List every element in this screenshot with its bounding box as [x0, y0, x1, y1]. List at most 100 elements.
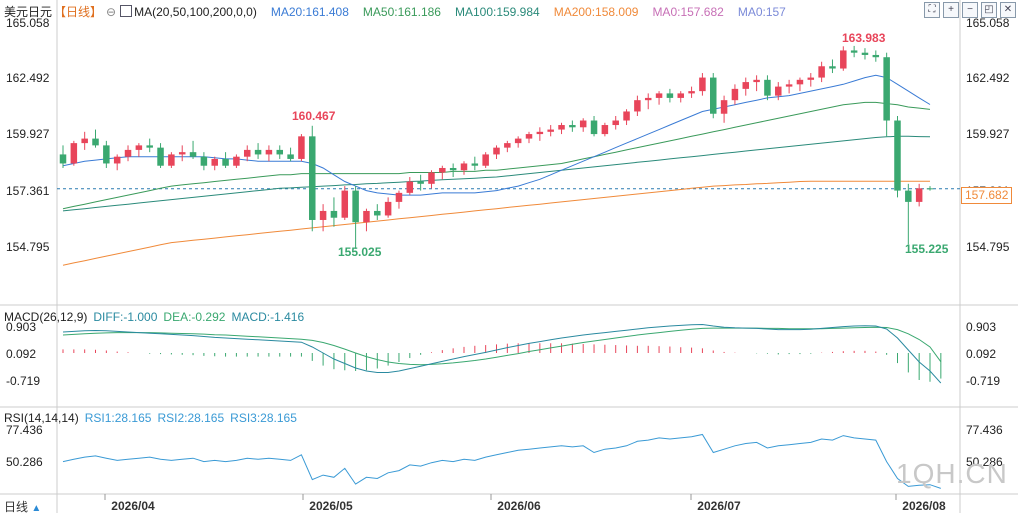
annotation-high-1: 160.467 [292, 109, 336, 123]
ma-value-1: MA50:161.186 [362, 5, 441, 19]
candle-body-19 [265, 149, 273, 155]
candle-body-29 [374, 210, 381, 216]
candle-body-40 [493, 147, 500, 155]
ma20-line [62, 74, 931, 196]
macd-axis-right-0: 0.903 [966, 320, 997, 334]
rsi-axis-right-0: 77.436 [966, 423, 1003, 437]
candle-body-30 [384, 201, 392, 216]
candle-body-23 [309, 136, 316, 220]
annotation-low-2: 155.225 [905, 242, 949, 256]
symbol-name: 美元日元 [4, 5, 53, 19]
candle-body-39 [482, 154, 489, 166]
watermark: 1QH.CN [896, 458, 1008, 489]
price-axis-right-2: 159.927 [966, 127, 1010, 141]
candle-body-50 [601, 125, 609, 135]
x-axis-label-2: 2026/06 [497, 499, 541, 513]
candle-body-71 [829, 66, 836, 69]
candle-body-31 [395, 192, 403, 202]
price-axis-left-1: 162.492 [6, 71, 50, 85]
candle-body-60 [709, 77, 717, 114]
candle-body-74 [861, 52, 869, 55]
period-label[interactable]: 【日线】 [54, 5, 103, 19]
macd-axis-left-0: 0.903 [6, 320, 37, 334]
period-tab[interactable]: 日线 ▲ [4, 498, 41, 515]
candle-body-2 [81, 138, 88, 144]
candle-body-53 [634, 100, 641, 112]
candle-body-27 [352, 190, 359, 223]
candle-body-5 [113, 156, 121, 164]
candle-body-69 [807, 77, 815, 80]
candle-body-44 [536, 131, 544, 135]
annotation-high-2: 163.983 [842, 31, 886, 45]
price-header: 美元日元 【日线】 ⊖ MA(20,50,100,200,0,0) MA20:161.4… [4, 3, 798, 20]
rsi-line [62, 433, 941, 489]
macd-dea-line [62, 326, 942, 366]
macd-dea-value: DEA:-0.292 [163, 310, 226, 324]
zoom-in-icon[interactable]: + [943, 2, 959, 18]
candle-body-64 [753, 79, 760, 83]
rsi2-value: RSI2:28.165 [157, 411, 225, 425]
candle-body-54 [644, 97, 652, 101]
price-axis-right-0: 165.058 [966, 16, 1010, 30]
candle-body-14 [211, 158, 218, 166]
ma-value-0: MA20:161.408 [270, 5, 349, 19]
candle-body-47 [569, 125, 576, 128]
rsi-params: RSI(14,14,14) [4, 411, 79, 425]
candle-body-8 [146, 145, 153, 148]
candle-body-38 [471, 163, 479, 166]
rsi-header: RSI(14,14,14) RSI1:28.165 RSI2:28.165 RSI3:… [4, 411, 303, 425]
candle-body-51 [612, 120, 619, 126]
ma-value-3: MA200:158.009 [553, 5, 639, 19]
candle-body-63 [742, 82, 750, 89]
macd-diff-line [62, 323, 942, 384]
ma-params: MA(20,50,100,200,0,0) [134, 5, 257, 19]
candle-body-67 [785, 84, 793, 87]
x-axis-label-0: 2026/04 [111, 499, 155, 513]
candle-body-24 [319, 210, 327, 220]
price-axis-left-3: 157.361 [6, 184, 50, 198]
candle-body-68 [796, 79, 804, 85]
candle-body-55 [655, 93, 663, 98]
macd-header: MACD(26,12,9) DIFF:-1.000 DEA:-0.292 MACD:-… [4, 310, 310, 324]
candle-body-79 [915, 188, 923, 202]
candle-body-57 [677, 93, 684, 98]
candle-body-21 [287, 154, 294, 159]
price-axis-right-4: 154.795 [966, 240, 1010, 254]
restore-icon[interactable]: ◰ [981, 2, 997, 18]
candle-body-75 [872, 54, 880, 58]
candle-body-77 [894, 120, 901, 191]
candle-body-15 [222, 158, 229, 166]
rsi1-value: RSI1:28.165 [84, 411, 152, 425]
rsi-axis-left-0: 77.436 [6, 423, 43, 437]
candle-body-0 [59, 154, 67, 164]
price-axis-left-0: 165.058 [6, 16, 50, 30]
x-axis-label-3: 2026/07 [697, 499, 741, 513]
candle-body-33 [417, 181, 424, 184]
candle-body-20 [276, 149, 284, 155]
indicator-toggle-icon[interactable] [120, 5, 133, 17]
price-axis-left-4: 154.795 [6, 240, 50, 254]
candle-body-46 [558, 125, 565, 130]
window-controls: ⛶ + − ◰ ✕ [924, 2, 1016, 18]
candle-body-65 [764, 79, 771, 96]
close-icon[interactable]: ✕ [1000, 2, 1016, 18]
ma-value-list: MA20:161.408 MA50:161.186 MA100:159.984 MA2… [263, 5, 792, 19]
candle-body-4 [103, 145, 110, 164]
candle-body-56 [666, 93, 674, 98]
fullscreen-icon[interactable]: ⛶ [924, 2, 940, 18]
candle-body-66 [775, 86, 782, 96]
candle-body-34 [428, 172, 435, 184]
ma50-line [62, 101, 931, 210]
annotation-low-1: 155.025 [338, 245, 382, 259]
candle-body-36 [449, 167, 457, 171]
ma200-line [62, 180, 930, 266]
zoom-out-icon[interactable]: − [962, 2, 978, 18]
candle-body-35 [439, 167, 446, 173]
candle-body-45 [547, 129, 554, 132]
candle-body-78 [905, 190, 912, 202]
rsi-axis-right-1: 50.286 [966, 455, 1003, 469]
settings-icon[interactable]: ⊖ [106, 5, 117, 19]
macd-axis-right-1: 0.092 [966, 347, 997, 361]
period-tab-label: 日线 [4, 500, 29, 514]
